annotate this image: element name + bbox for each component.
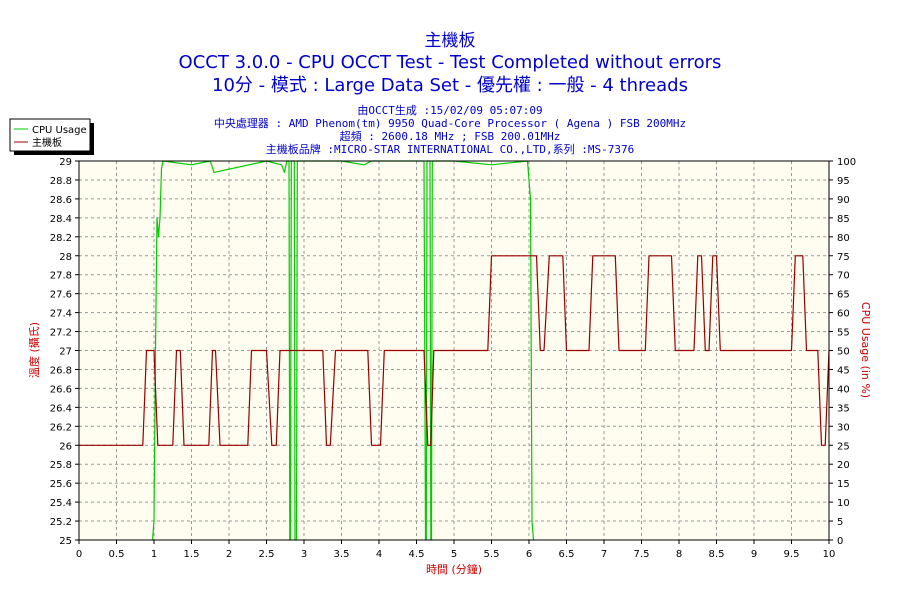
gridlines — [79, 161, 829, 540]
y-left-tick-label: 26.4 — [50, 403, 72, 414]
legend-box — [9, 118, 91, 152]
info-line-clock: 超頻 : 2600.18 MHz ; FSB 200.01MHz — [340, 129, 561, 143]
x-tick-label: 0 — [76, 549, 82, 560]
x-axis-ticks: 0 0.5 1 1.5 2 2.5 3 3.5 4 4.5 5 5.5 6 6.5 7 7.5 8 8.5 9 9.5… — [76, 540, 836, 560]
y-left-tick-label: 26.2 — [50, 422, 72, 433]
y-right-tick-label: 100 — [837, 157, 856, 168]
x-tick-label: 0.5 — [109, 549, 125, 560]
x-tick-label: 5 — [451, 549, 457, 560]
chart-subtitle-1: OCCT 3.0.0 - CPU OCCT Test - Test Comple… — [179, 52, 722, 73]
x-tick-label: 8.5 — [709, 549, 725, 560]
chart-subtitle-2: 10分 - 模式 : Large Data Set - 優先權 : 一般 - 4… — [212, 75, 688, 96]
x-tick-label: 6.5 — [559, 549, 575, 560]
x-tick-label: 6 — [526, 549, 532, 560]
y-left-tick-label: 27.6 — [50, 290, 72, 301]
legend: CPU Usage 主機板 — [9, 118, 94, 155]
x-tick-label: 5.5 — [484, 549, 500, 560]
x-tick-label: 3 — [301, 549, 307, 560]
chart-title: 主機板 — [425, 31, 476, 51]
y-right-tick-label: 60 — [837, 309, 850, 320]
y-left-tick-label: 27 — [59, 347, 72, 358]
x-tick-label: 4.5 — [409, 549, 425, 560]
y-right-tick-label: 40 — [837, 384, 850, 395]
y-right-tick-label: 30 — [837, 422, 850, 433]
series-line-mainboard — [79, 255, 830, 446]
y-right-tick-label: 55 — [837, 328, 850, 339]
y-right-tick-label: 10 — [837, 498, 850, 509]
y-right-tick-label: 25 — [837, 441, 850, 452]
y-left-tick-label: 29 — [59, 157, 72, 168]
y-left-tick-label: 27.2 — [50, 328, 72, 339]
y-left-tick-label: 28.6 — [50, 195, 72, 206]
x-tick-label: 2 — [226, 549, 232, 560]
x-tick-label: 10 — [823, 549, 836, 560]
y-right-tick-label: 20 — [837, 460, 850, 471]
y-right-tick-label: 5 — [837, 517, 843, 528]
y-left-tick-label: 27.4 — [50, 309, 72, 320]
y-left-tick-label: 25.8 — [50, 460, 72, 471]
x-tick-label: 8 — [676, 549, 682, 560]
y-left-tick-label: 27.8 — [50, 271, 72, 282]
y-left-tick-label: 28.8 — [50, 176, 72, 187]
y-right-tick-label: 0 — [837, 536, 843, 547]
y-left-axis-title: 溫度 (攝氏) — [27, 322, 41, 378]
x-axis-title: 時間 (分鐘) — [426, 562, 482, 576]
legend-label-cpu-usage: CPU Usage — [32, 125, 87, 136]
y-right-tick-label: 80 — [837, 233, 850, 244]
x-tick-label: 9 — [751, 549, 757, 560]
y-left-tick-label: 25 — [59, 536, 72, 547]
legend-label-mainboard: 主機板 — [32, 136, 62, 149]
x-tick-label: 1 — [151, 549, 157, 560]
x-tick-label: 3.5 — [334, 549, 350, 560]
y-left-tick-label: 28 — [59, 252, 72, 263]
y-left-tick-label: 28.4 — [50, 214, 72, 225]
y-left-tick-label: 26.6 — [50, 384, 72, 395]
y-left-tick-label: 28.2 — [50, 233, 72, 244]
y-left-tick-label: 25.6 — [50, 479, 72, 490]
y-left-axis-ticks: 25 25.2 25.4 25.6 25.8 26 26.2 26.4 26.6 26.8 27 27… — [50, 157, 79, 547]
info-line-generated: 由OCCT生成 :15/02/09 05:07:09 — [357, 103, 542, 117]
y-right-tick-label: 90 — [837, 195, 850, 206]
y-right-tick-label: 50 — [837, 347, 850, 358]
y-right-tick-label: 15 — [837, 479, 850, 490]
info-line-mainboard: 主機板品牌 :MICRO-STAR INTERNATIONAL CO.,LTD,… — [266, 142, 634, 156]
y-left-tick-label: 26.8 — [50, 365, 72, 376]
y-right-tick-label: 45 — [837, 365, 850, 376]
y-right-tick-label: 85 — [837, 214, 850, 225]
x-tick-label: 4 — [376, 549, 382, 560]
x-tick-label: 7 — [601, 549, 607, 560]
x-tick-label: 1.5 — [184, 549, 200, 560]
y-left-tick-label: 25.4 — [50, 498, 72, 509]
y-right-tick-label: 70 — [837, 271, 850, 282]
y-right-tick-label: 95 — [837, 176, 850, 187]
y-left-tick-label: 25.2 — [50, 517, 72, 528]
y-left-tick-label: 26 — [59, 441, 72, 452]
x-tick-label: 9.5 — [784, 549, 800, 560]
info-line-cpu: 中央處理器 : AMD Phenom(tm) 9950 Quad-Core Pr… — [214, 116, 686, 130]
y-right-tick-label: 35 — [837, 403, 850, 414]
y-right-tick-label: 75 — [837, 252, 850, 263]
x-tick-label: 2.5 — [259, 549, 275, 560]
x-tick-label: 7.5 — [634, 549, 650, 560]
y-right-tick-label: 65 — [837, 290, 850, 301]
y-right-axis-ticks: 0 5 10 15 20 25 30 35 40 45 50 55 60 65 70 75 80 85 90 95 10… — [829, 157, 856, 547]
y-right-axis-title: CPU Usage (in %) — [859, 302, 872, 398]
